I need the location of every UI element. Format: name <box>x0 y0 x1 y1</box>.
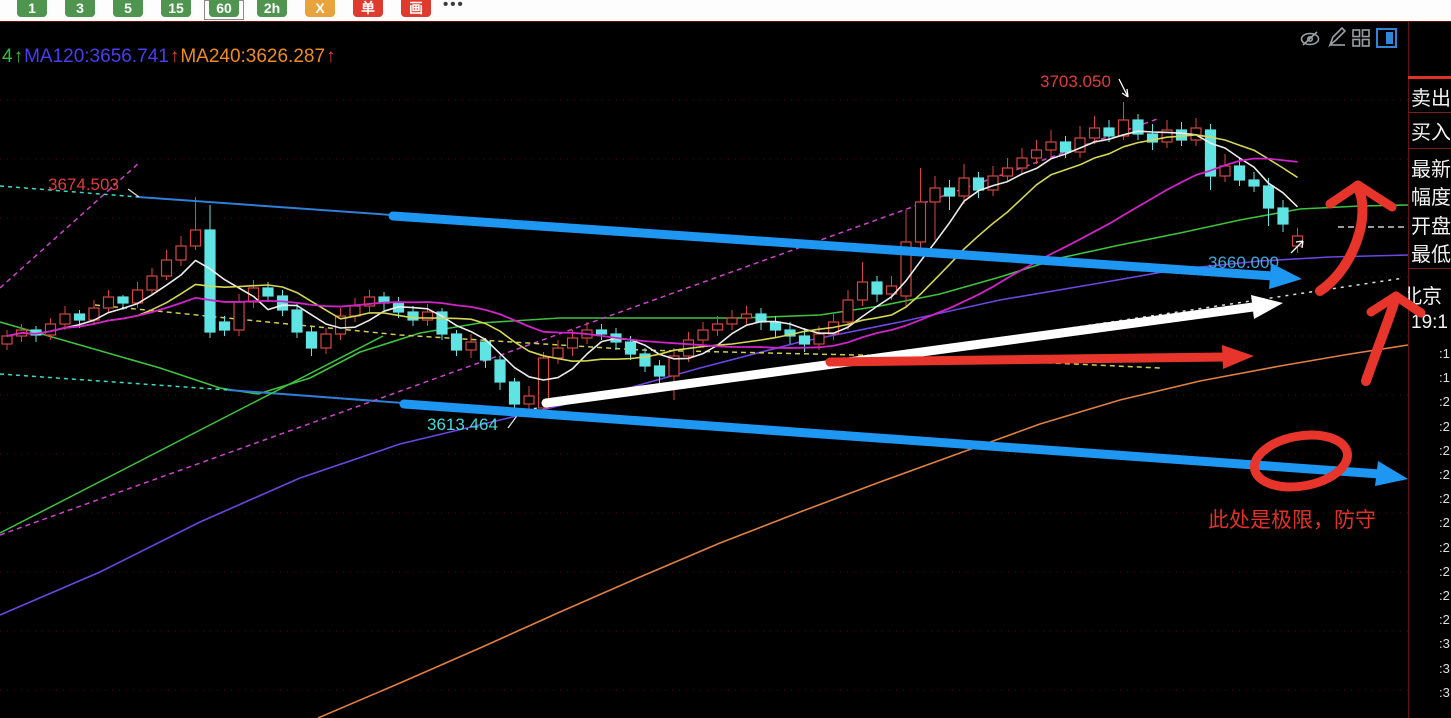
sidebar-left-border <box>1408 22 1409 718</box>
quote-sidebar[interactable]: 卖出买入最新幅度开盘最低北京 19:1 :1 :1 :2 :2 :2 :2 :2 :2 :2 :2 :2… <box>1408 22 1451 718</box>
toolbar-button-2h[interactable]: 2h <box>257 0 287 17</box>
grid-layout-icon[interactable] <box>1352 29 1370 47</box>
sidebar-time-item: :2 <box>1439 515 1450 531</box>
sidebar-time-item: :2 <box>1439 418 1450 434</box>
toolbar-divider <box>0 21 1451 22</box>
sidebar-time-item: :2 <box>1439 563 1450 579</box>
channel-lower-cyan-dotted <box>0 373 229 391</box>
ma5-line <box>6 130 1299 381</box>
chart-tools <box>1300 26 1397 48</box>
sidebar-time-item: :2 <box>1439 394 1450 410</box>
ma-readout-segment: 4 <box>2 46 13 67</box>
sidebar-location: 北京 <box>1408 286 1442 308</box>
toolbar-button-X[interactable]: X <box>305 0 335 17</box>
price-label-3660.000: 3660.000 <box>1208 253 1279 272</box>
ma-readout-segment: ↑ <box>326 46 336 67</box>
toolbar-button-60[interactable]: 60 <box>209 0 239 17</box>
sidebar-row-开盘: 开盘 <box>1411 216 1451 238</box>
sidebar-time-item: :1 <box>1439 370 1450 386</box>
toolbar-more-icon[interactable]: ••• <box>443 0 465 13</box>
channel-upper-cyan-dotted <box>0 185 139 198</box>
sidebar-time-item: :2 <box>1439 442 1450 458</box>
sidebar-time-item: :2 <box>1439 612 1450 628</box>
toolbar-button-15[interactable]: 15 <box>161 0 191 17</box>
toolbar-button-单[interactable]: 单 <box>353 0 383 17</box>
ma-readout-segment: ↑ <box>13 46 24 67</box>
pointer-3703 <box>1118 78 1129 98</box>
magenta-trendline-long <box>0 117 1161 536</box>
sidebar-time-item: :2 <box>1439 491 1450 507</box>
sidebar-time-item: :2 <box>1439 539 1450 555</box>
ma-indicator-readout: 4↑MA120:3656.741↑MA240:3626.287↑ <box>2 46 337 68</box>
magenta-trendline-short <box>0 161 141 289</box>
price-label-3613.464: 3613.464 <box>427 415 498 434</box>
sidebar-divider <box>1408 268 1451 269</box>
sidebar-time-item: :2 <box>1439 467 1450 482</box>
pointer-3674 <box>127 188 140 198</box>
channel-upper-blue <box>137 196 421 218</box>
white-dotted-trendline <box>517 277 1405 412</box>
sidebar-divider <box>1408 112 1451 113</box>
toolbar-button-1[interactable]: 1 <box>17 0 47 17</box>
ma24-line <box>6 157 1298 349</box>
pointer-3613 <box>507 412 520 429</box>
draw-pencil-icon[interactable] <box>1328 26 1347 48</box>
green-trendline <box>0 335 384 534</box>
sidebar-row-最新: 最新 <box>1411 159 1451 181</box>
cursor-arrow-last-candle <box>1290 240 1304 254</box>
hide-eye-icon[interactable] <box>1300 31 1320 46</box>
timeframe-toolbar: 1 3 5 15 60 2h X 单 画 ••• <box>0 0 1451 21</box>
split-pane-icon[interactable] <box>1376 28 1397 48</box>
candles <box>1 102 1304 413</box>
sidebar-row-最低: 最低 <box>1411 244 1451 266</box>
ma-readout-segment: MA240:3626.287 <box>180 46 326 67</box>
sidebar-row-幅度: 幅度 <box>1411 187 1451 209</box>
sidebar-time-item: :3 <box>1439 636 1450 652</box>
toolbar-button-5[interactable]: 5 <box>113 0 143 17</box>
ma-readout-segment: ↑ <box>169 46 180 67</box>
sidebar-time-item: :3 <box>1439 660 1450 676</box>
sidebar-time-item: :3 <box>1439 684 1450 700</box>
sidebar-row-买入: 买入 <box>1411 122 1451 144</box>
price-label-3674.503: 3674.503 <box>48 175 119 194</box>
toolbar-button-3[interactable]: 3 <box>65 0 95 17</box>
sidebar-time-header: 19:1 <box>1411 312 1448 333</box>
ma-readout-segment: MA120:3656.741 <box>24 46 169 67</box>
sidebar-row-卖出: 卖出 <box>1411 88 1451 110</box>
price-label-3703.050: 3703.050 <box>1040 72 1111 91</box>
sidebar-top-red-line <box>1408 76 1451 79</box>
toolbar-button-画[interactable]: 画 <box>401 0 431 17</box>
sidebar-time-item: :2 <box>1439 588 1450 603</box>
channel-lower-blue <box>227 389 431 406</box>
ma240-orange <box>317 344 1408 718</box>
sidebar-divider <box>1408 148 1451 149</box>
sidebar-time-item: :1 <box>1439 346 1450 361</box>
